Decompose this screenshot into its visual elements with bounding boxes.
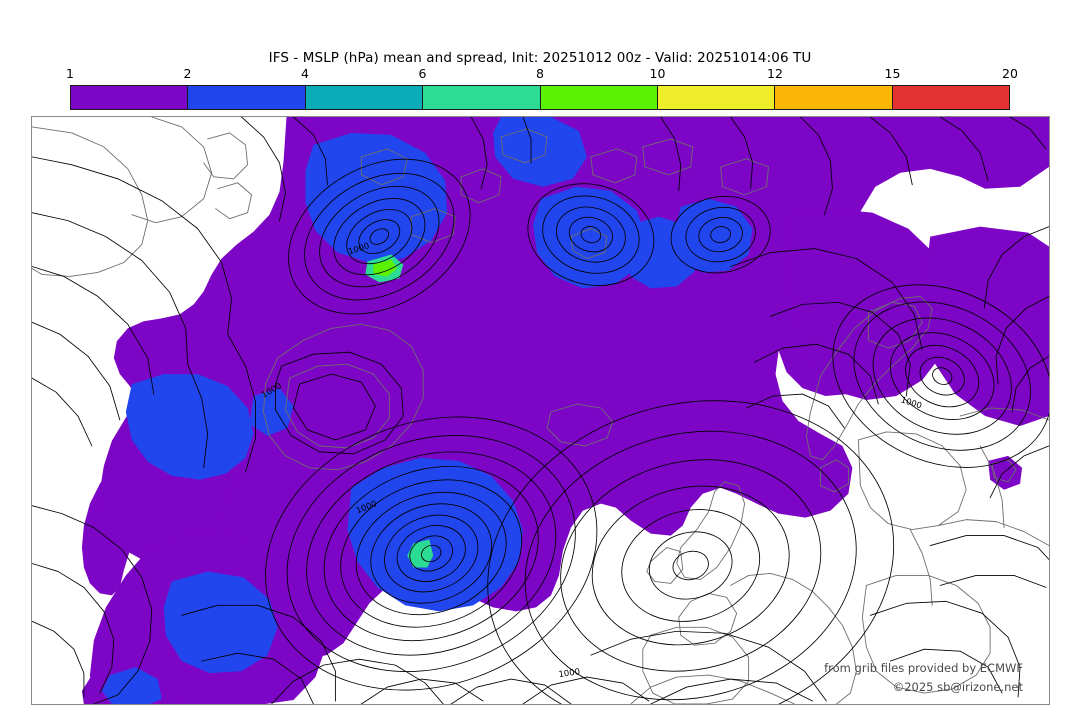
spread-band-purple-scandinavia xyxy=(786,208,953,401)
colorbar-tick-labels: 1 2 4 6 8 10 12 15 20 xyxy=(66,66,1018,84)
spread-band-blue-greenland-west xyxy=(125,374,254,480)
colorbar-segment-12-15 xyxy=(774,86,892,109)
contour-label: 1000 xyxy=(558,666,581,679)
colorbar-tick-6: 6 xyxy=(418,66,427,81)
colorbar-tick-8: 8 xyxy=(536,66,544,81)
colorbar-tick-4: 4 xyxy=(301,66,309,81)
colorbar: 1 2 4 6 8 10 12 15 20 xyxy=(66,66,1018,110)
colorbar-segment-6-8 xyxy=(422,86,540,109)
colorbar-tick-20: 20 xyxy=(1002,66,1018,81)
colorbar-tick-12: 12 xyxy=(767,66,783,81)
page-title: IFS - MSLP (hPa) mean and spread, Init: … xyxy=(268,50,812,66)
spread-core-green-labrador-2 xyxy=(373,259,398,277)
colorbar-gradient xyxy=(70,85,1010,110)
spread-shading-blue xyxy=(101,117,753,704)
spread-band-purple-east xyxy=(924,226,1049,426)
weather-map[interactable]: 1000 1000 1000 1000 1000 xyxy=(32,117,1049,704)
colorbar-segment-15-20 xyxy=(891,86,1009,109)
colorbar-segment-2-4 xyxy=(187,86,305,109)
spread-band-blue-south-lobe xyxy=(163,571,278,674)
spread-band-blue-sw-small xyxy=(101,667,162,704)
isobar-contour-layer xyxy=(32,117,1049,704)
coastline-layer xyxy=(32,117,1049,704)
colorbar-tick-10: 10 xyxy=(649,66,666,81)
colorbar-segment-1-2 xyxy=(71,86,188,109)
map-panel[interactable]: 1000 1000 1000 1000 1000 from grib files… xyxy=(31,116,1050,705)
colorbar-segment-10-12 xyxy=(656,86,775,109)
colorbar-tick-2: 2 xyxy=(183,66,192,81)
colorbar-tick-15: 15 xyxy=(884,66,901,81)
spread-band-blue-greenland-strip xyxy=(249,388,294,436)
spread-band-blue-north-atlantic-low xyxy=(347,457,524,612)
colorbar-tick-1: 1 xyxy=(66,66,74,81)
contour-label: 1000 xyxy=(900,394,924,410)
spread-band-blue-arctic xyxy=(493,117,587,187)
colorbar-segment-8-10 xyxy=(539,86,657,109)
spread-band-blue-baffin xyxy=(533,186,647,289)
colorbar-segment-4-6 xyxy=(304,86,423,109)
